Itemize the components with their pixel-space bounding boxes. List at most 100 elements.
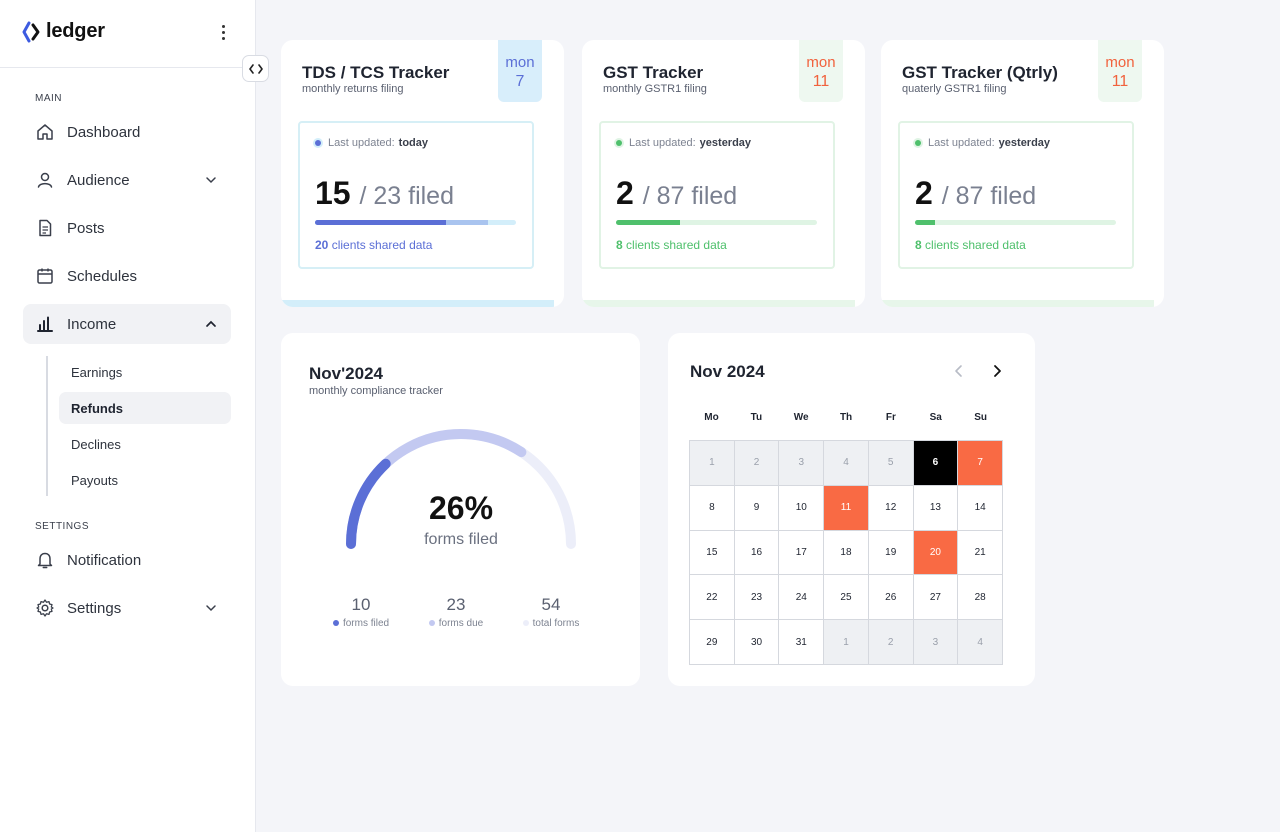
tds-tracker-card[interactable]: TDS / TCS Tracker monthly returns filing… xyxy=(281,40,564,307)
calendar-day-cell[interactable]: 24 xyxy=(779,575,825,621)
calendar-day-cell[interactable]: 4 xyxy=(958,620,1003,665)
sub-item-payouts[interactable]: Payouts xyxy=(71,472,118,488)
calendar-day-cell[interactable]: 3 xyxy=(913,620,959,665)
last-updated: Last updated: yesterday xyxy=(616,137,751,149)
calendar-day-cell[interactable]: 16 xyxy=(734,530,780,576)
calendar-day-cell[interactable]: 13 xyxy=(913,485,959,531)
nav-label: Audience xyxy=(67,171,130,189)
bell-icon xyxy=(37,552,53,569)
nav-posts[interactable]: Posts xyxy=(23,208,231,248)
calendar-day-cell[interactable]: 2 xyxy=(868,620,914,665)
calendar-day-cell[interactable]: 27 xyxy=(913,575,959,621)
nav-audience[interactable]: Audience xyxy=(23,160,231,200)
calendar-day-cell[interactable]: 12 xyxy=(868,485,914,531)
shared-text: clients shared data xyxy=(622,238,727,252)
badge-date: 11 xyxy=(1111,73,1129,90)
sub-item-declines[interactable]: Declines xyxy=(71,436,121,452)
calendar-day-cell[interactable]: 22 xyxy=(690,575,735,621)
stat-forms-filed: 10 forms filed xyxy=(306,595,416,629)
filed-number: 2 xyxy=(616,175,634,211)
calendar-day-cell[interactable]: 9 xyxy=(734,485,780,531)
sub-item-earnings[interactable]: Earnings xyxy=(71,364,123,380)
bar-chart-icon xyxy=(37,316,53,332)
chevron-right-icon[interactable] xyxy=(988,362,1006,380)
calendar-day-cell[interactable]: 21 xyxy=(958,530,1003,576)
calendar-day-cell[interactable]: 5 xyxy=(868,441,914,486)
progress-fill xyxy=(315,220,447,225)
status-dot-icon xyxy=(315,140,321,146)
weekday-label: Mo xyxy=(704,412,719,423)
brand-logo[interactable]: ledger xyxy=(22,20,105,43)
stat-forms-due: 23 forms due xyxy=(401,595,511,629)
gst-qtrly-tracker-card[interactable]: GST Tracker (Qtrly) quaterly GSTR1 filin… xyxy=(881,40,1164,307)
tracker-subtitle: monthly GSTR1 filing xyxy=(603,83,707,95)
calendar-day-cell[interactable]: 15 xyxy=(690,530,735,576)
calendar-day-cell[interactable]: 29 xyxy=(690,620,735,665)
status-dot-icon xyxy=(915,140,921,146)
filed-count: 2 / 87 filed xyxy=(915,175,1036,212)
gst-tracker-card[interactable]: GST Tracker monthly GSTR1 filing mon 11 … xyxy=(582,40,865,307)
compliance-gauge xyxy=(346,429,576,549)
last-updated: Last updated: yesterday xyxy=(915,137,1050,149)
calendar-day-cell[interactable]: 1 xyxy=(824,620,869,665)
status-dot-icon xyxy=(616,140,622,146)
calendar-day-cell[interactable]: 4 xyxy=(824,441,869,486)
collapse-sidebar-button[interactable] xyxy=(242,55,269,82)
nav-income[interactable]: Income xyxy=(23,304,231,344)
calendar-day-cell[interactable]: 2 xyxy=(734,441,780,486)
stat-label: total forms xyxy=(532,618,580,629)
tracker-stats-box: Last updated: yesterday 2 / 87 filed 8 c… xyxy=(898,121,1134,269)
tracker-stats-box: Last updated: today 15 / 23 filed 20 cli… xyxy=(298,121,534,269)
calendar-day-cell[interactable]: 3 xyxy=(779,441,825,486)
stat-value: 10 xyxy=(351,595,371,614)
stat-label: forms filed xyxy=(342,618,390,629)
calendar-day-cell[interactable]: 11 xyxy=(824,485,869,531)
due-date-badge: mon 11 xyxy=(799,40,843,102)
nav-settings[interactable]: Settings xyxy=(23,588,231,628)
shared-count: 8 xyxy=(915,238,922,252)
filed-total: / 87 filed xyxy=(642,182,738,210)
legend-dot xyxy=(428,620,435,627)
calendar-day-cell[interactable]: 23 xyxy=(734,575,780,621)
nav-dashboard[interactable]: Dashboard xyxy=(23,112,231,152)
calendar-day-cell[interactable]: 14 xyxy=(958,485,1003,531)
calendar-day-cell[interactable]: 31 xyxy=(779,620,825,665)
stat-value: 23 xyxy=(446,595,466,614)
sidebar-header: ledger xyxy=(0,0,255,68)
nav-label: Posts xyxy=(67,219,105,237)
sub-item-refunds[interactable]: Refunds xyxy=(59,392,231,424)
filed-number: 15 xyxy=(315,175,351,211)
nav-schedules[interactable]: Schedules xyxy=(23,256,231,296)
ledger-logo-icon xyxy=(22,21,40,42)
nav-label: Income xyxy=(67,315,117,333)
calendar-day-cell[interactable]: 20 xyxy=(913,530,959,576)
calendar-day-cell[interactable]: 19 xyxy=(868,530,914,576)
nav-label: Settings xyxy=(67,599,122,617)
calendar-card: Nov 2024 Mo Tu We Th Fr Sa Su 1 2 3 4 5 6 7 8 9 10 11 12 1… xyxy=(668,333,1035,686)
main-section-label: MAIN xyxy=(35,93,62,104)
chevron-left-icon[interactable] xyxy=(950,362,968,380)
calendar-day-cell[interactable]: 7 xyxy=(958,441,1003,486)
calendar-day-cell[interactable]: 18 xyxy=(824,530,869,576)
calendar-day-cell[interactable]: 1 xyxy=(690,441,735,486)
calendar-day-cell[interactable]: 10 xyxy=(779,485,825,531)
more-options-icon[interactable] xyxy=(214,21,232,43)
calendar-day-cell[interactable]: 28 xyxy=(958,575,1003,621)
updated-value: yesterday xyxy=(699,137,752,149)
progress-bar xyxy=(915,220,1116,225)
calendar-day-cell[interactable]: 30 xyxy=(734,620,780,665)
weekday-label: Fr xyxy=(885,412,896,423)
user-icon xyxy=(37,172,53,188)
tracker-stats-box: Last updated: yesterday 2 / 87 filed 8 c… xyxy=(599,121,835,269)
calendar-day-cell[interactable]: 26 xyxy=(868,575,914,621)
calendar-day-cell[interactable]: 17 xyxy=(779,530,825,576)
calendar-day-cell[interactable]: 6 xyxy=(913,441,959,486)
chevron-up-icon xyxy=(206,320,216,327)
calendar-day-cell[interactable]: 25 xyxy=(824,575,869,621)
clients-shared: 8 clients shared data xyxy=(616,238,727,252)
nav-notification[interactable]: Notification xyxy=(23,540,231,580)
due-date-badge: mon 11 xyxy=(1098,40,1142,102)
brand-name: ledger xyxy=(46,20,105,42)
calendar-day-cell[interactable]: 8 xyxy=(690,485,735,531)
calendar-icon xyxy=(37,268,53,284)
